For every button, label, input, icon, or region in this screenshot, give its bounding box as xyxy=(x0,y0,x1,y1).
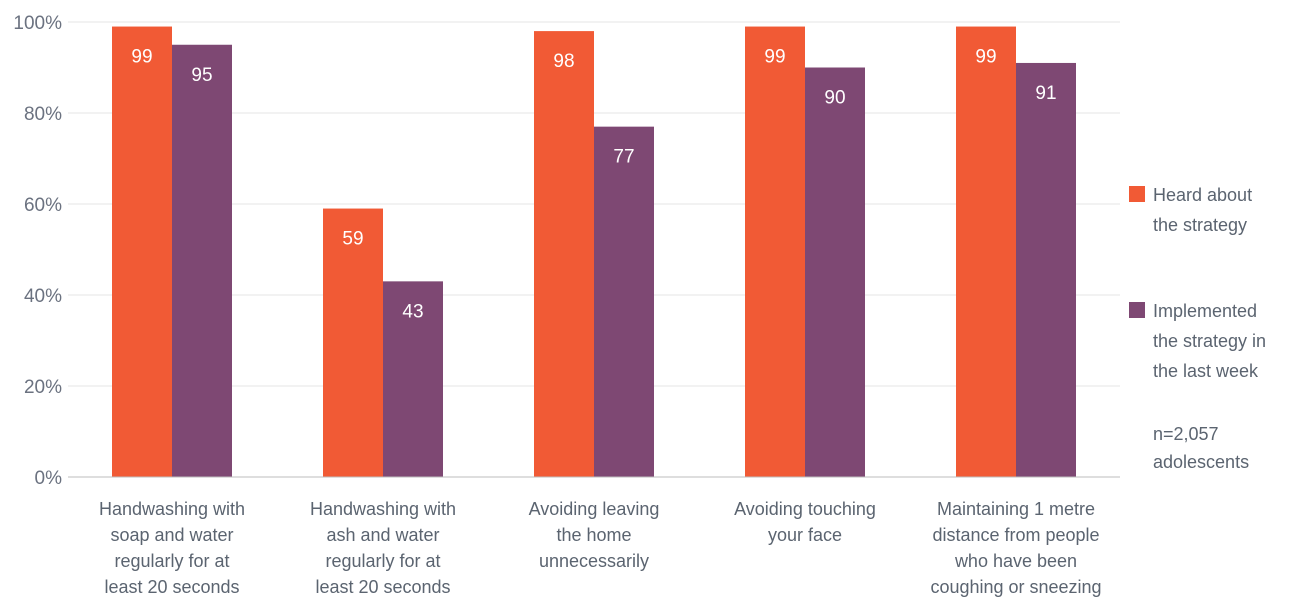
bar xyxy=(956,26,1016,478)
bar xyxy=(1016,62,1076,477)
sample-note: n=2,057 adolescents xyxy=(1153,424,1249,472)
category-label: Maintaining 1 metre distance from people w… xyxy=(930,499,1101,597)
category-label: Avoiding touching your face xyxy=(734,499,876,545)
bar xyxy=(383,281,443,477)
bars xyxy=(112,26,1076,478)
category-labels: Handwashing with soap and water regularly … xyxy=(99,499,1102,597)
category-label: Handwashing with soap and water regularly … xyxy=(99,499,245,597)
legend-label: Heard about the strategy xyxy=(1153,185,1252,235)
y-tick-label: 100% xyxy=(13,13,62,34)
bar xyxy=(172,44,232,477)
bar xyxy=(534,31,594,477)
bar xyxy=(323,208,383,478)
bar-labels: 99 95 59 43 98 77 99 90 99 91 xyxy=(131,47,1056,323)
category-label: Avoiding leaving the home unnecessarily xyxy=(529,499,660,571)
bar xyxy=(112,26,172,478)
bar-value-label: 43 xyxy=(402,301,423,322)
y-tick-label: 0% xyxy=(35,468,63,489)
y-tick-label: 80% xyxy=(24,104,62,125)
bar xyxy=(745,26,805,478)
bar-value-label: 99 xyxy=(975,47,996,68)
category-label: Handwashing with ash and water regularly f… xyxy=(310,499,456,597)
legend-swatch xyxy=(1129,186,1145,202)
bar-value-label: 99 xyxy=(131,47,152,68)
y-tick-label: 20% xyxy=(24,377,62,398)
bar xyxy=(805,67,865,477)
legend-label: Implemented the strategy in the last week xyxy=(1153,301,1266,381)
bar-value-label: 77 xyxy=(613,147,634,168)
y-tick-label: 60% xyxy=(24,195,62,216)
bar-value-label: 98 xyxy=(553,51,574,72)
bar xyxy=(594,126,654,478)
bar-value-label: 59 xyxy=(342,229,363,250)
legend: Heard about the strategy Implemented the st… xyxy=(1129,185,1266,381)
bar-value-label: 91 xyxy=(1035,83,1056,104)
bar-value-label: 90 xyxy=(824,88,845,109)
y-tick-label: 40% xyxy=(24,286,62,307)
bar-value-label: 95 xyxy=(191,65,212,86)
legend-swatch xyxy=(1129,302,1145,318)
y-axis-ticks: 0% 20% 40% 60% 80% 100% xyxy=(13,13,62,489)
bar-value-label: 99 xyxy=(764,47,785,68)
sample-size-note: n=2,057 adolescents xyxy=(1153,424,1249,472)
